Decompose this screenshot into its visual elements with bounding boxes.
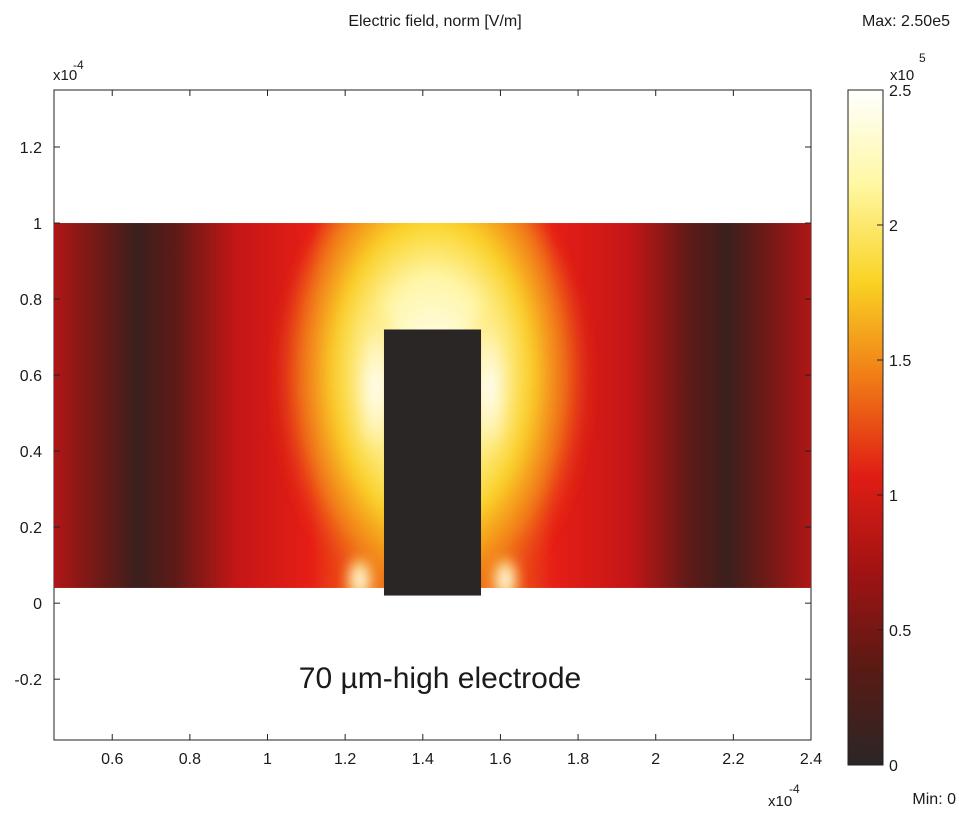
y-tick-label: 0.8 [20,292,42,309]
svg-text:x10: x10 [890,67,914,84]
y-tick-label: 0.4 [20,444,42,461]
colorbar-exponent: x10 5 [890,51,926,84]
chart-title: Electric field, norm [V/m] [348,13,521,30]
y-tick-label: -0.2 [14,672,42,689]
svg-text:-4: -4 [73,58,84,72]
y-tick-label: 0.6 [20,368,42,385]
y-tick-label: 0 [33,596,42,613]
x-tick-label: 1.2 [334,751,356,768]
x-tick-label: 2.2 [722,751,744,768]
field-high-zone-base-left [344,552,376,588]
x-tick-label: 2.4 [800,751,822,768]
x-tick-label: 2 [651,751,660,768]
y-axis-ticks: -0.2 0 0.2 0.4 0.6 0.8 1 1.2 [14,140,811,689]
colorbar [847,89,884,766]
colorbar-tick-label: 1 [889,488,898,505]
colorbar-tick-label: 0 [889,758,898,775]
y-tick-label: 1 [33,216,42,233]
x-tick-label: 0.6 [101,751,123,768]
y-tick-label: 0.2 [20,520,42,537]
x-axis-exponent: x10 -4 [768,782,800,810]
svg-text:5: 5 [919,51,926,65]
electrode [383,329,482,596]
colorbar-tick-label: 1.5 [889,353,911,370]
colorbar-ticks: 0 0.5 1 1.5 2 2.5 [877,83,911,775]
svg-text:x10: x10 [768,793,792,810]
x-tick-label: 1.6 [489,751,511,768]
x-axis-ticks: 0.6 0.8 1 1.2 1.4 1.6 1.8 2 2.2 2.4 [101,90,822,768]
max-label: Max: 2.50e5 [862,13,950,30]
colorbar-tick-label: 2 [889,218,898,235]
colorbar-tick-label: 0.5 [889,623,911,640]
field-high-zone-base-right [489,552,521,588]
y-axis-exponent: x10 -4 [53,58,84,84]
x-tick-label: 1.4 [412,751,434,768]
x-tick-label: 1 [263,751,272,768]
x-tick-label: 1.8 [567,751,589,768]
min-label: Min: 0 [912,791,956,808]
svg-text:x10: x10 [53,67,77,84]
x-tick-label: 0.8 [179,751,201,768]
electrode-annotation: 70 µm-high electrode [299,662,581,695]
colorbar-tick-label: 2.5 [889,83,911,100]
y-tick-label: 1.2 [20,140,42,157]
svg-text:-4: -4 [789,782,800,796]
